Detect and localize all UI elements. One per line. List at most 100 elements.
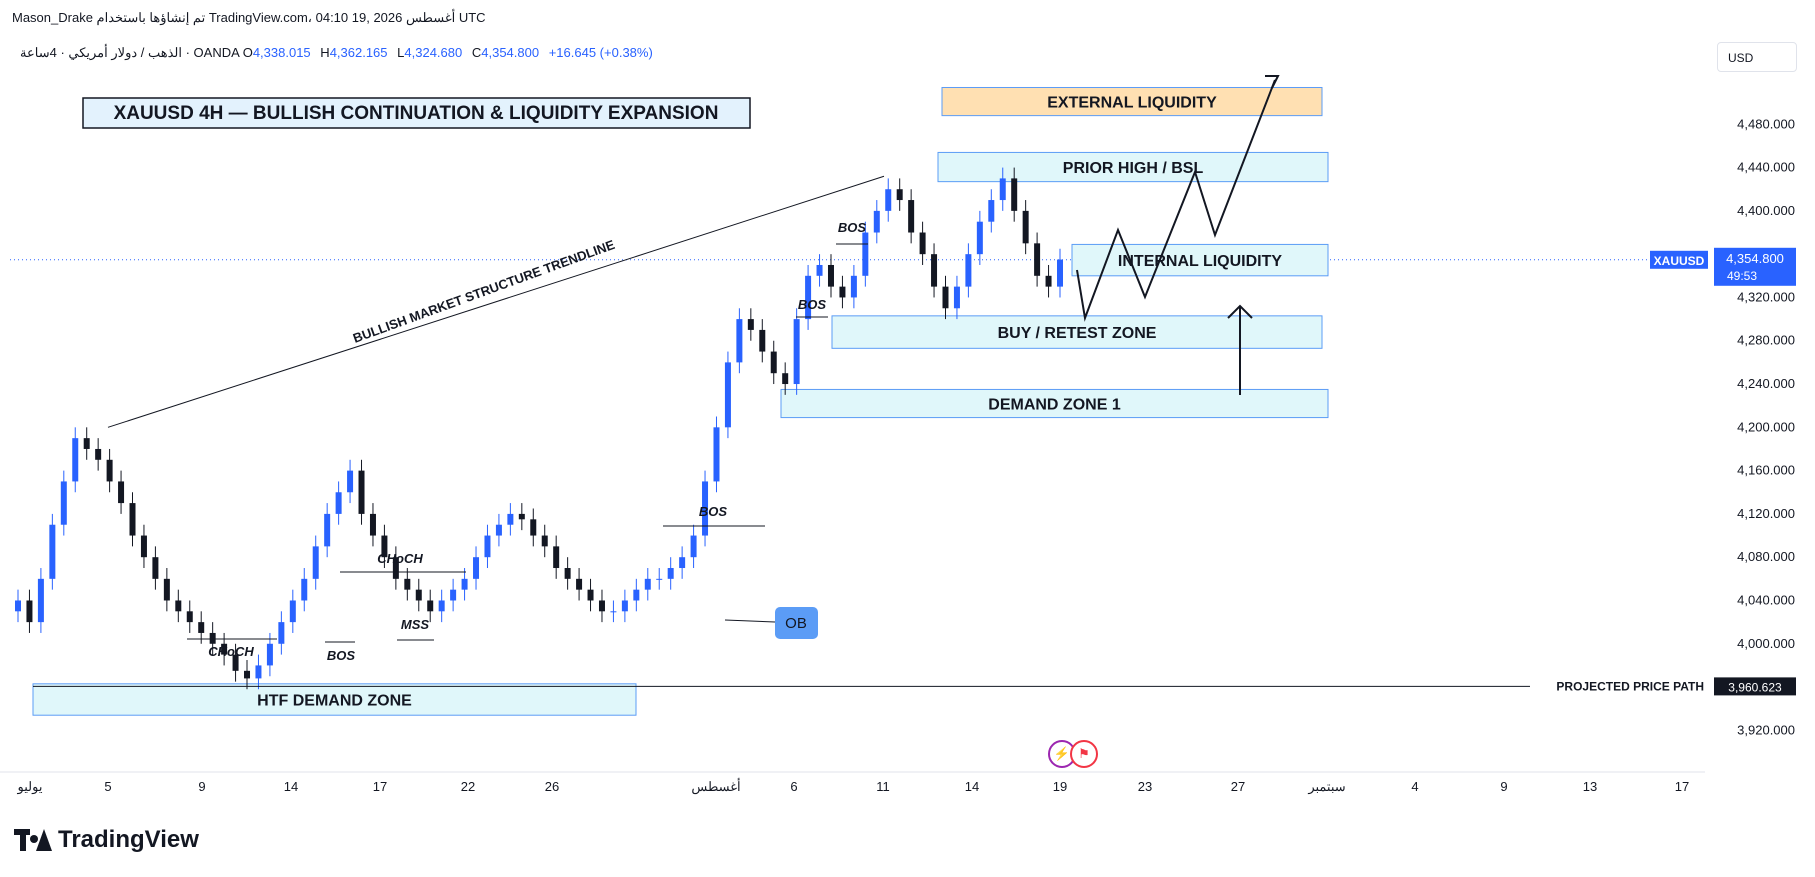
candle-body (919, 232, 926, 255)
y-tick-label: 4,400.000 (1737, 203, 1795, 218)
candle-body (1057, 259, 1063, 287)
low-value: 4,324.680 (404, 45, 463, 60)
candle-body (690, 535, 697, 558)
event-badges[interactable]: ⚡ ⚑ (1048, 740, 1098, 768)
x-tick-label: 5 (104, 779, 111, 794)
x-tick-label: 14 (965, 779, 979, 794)
x-tick-label: 4 (1411, 779, 1418, 794)
candle-body (633, 589, 640, 601)
candle-body (541, 535, 548, 547)
candle-body (564, 568, 571, 579)
candle-body (679, 557, 686, 569)
candle-body (1034, 243, 1041, 276)
candle-body (347, 470, 354, 493)
x-tick-label: 9 (198, 779, 205, 794)
y-tick-label: 4,480.000 (1737, 116, 1795, 131)
y-tick-label: 4,000.000 (1737, 636, 1795, 651)
chart-title-box (82, 97, 751, 129)
candle-body (976, 221, 983, 255)
x-tick-label: 14 (284, 779, 298, 794)
candle-body (450, 589, 457, 601)
flag-icon[interactable]: ⚑ (1070, 740, 1098, 768)
candle-body (358, 470, 365, 514)
candle-body (965, 254, 972, 287)
candle-body (392, 557, 399, 579)
zone-box (1071, 243, 1329, 277)
high-label: H (320, 45, 330, 60)
zone-label: EXTERNAL LIQUIDITY (1047, 95, 1217, 112)
structure-label: BOS (327, 648, 356, 663)
candle-body (289, 600, 296, 623)
candle-body (198, 622, 205, 633)
candle-body (644, 578, 651, 590)
candle-body (953, 286, 960, 309)
candle-body (255, 665, 262, 679)
candle-body (896, 189, 903, 201)
x-tick-label: أغسطس (691, 778, 740, 795)
candle-body (37, 578, 44, 623)
candle-body (26, 600, 33, 623)
candle-body (942, 286, 949, 309)
candle-body (312, 546, 319, 579)
projected-level-label: PROJECTED PRICE PATH (1556, 679, 1704, 693)
candle-body (553, 546, 560, 569)
candle-body (770, 351, 777, 374)
last-price-value: 4,354.800 (1726, 251, 1784, 266)
symbol-name[interactable]: الذهب / دولار أمريكي · 4ساعة · OANDA (20, 45, 240, 60)
x-tick-label: 17 (373, 779, 387, 794)
candle-body (49, 524, 56, 579)
x-tick-label: 9 (1500, 779, 1507, 794)
y-tick-label: 4,160.000 (1737, 463, 1795, 478)
y-tick-label: 4,040.000 (1737, 592, 1795, 607)
candle-body (793, 319, 800, 385)
projected-level-tag (1714, 677, 1796, 696)
currency-selector[interactable]: USD (1717, 42, 1797, 72)
trendline-label: BULLISH MARKET STRUCTURE TRENDLINE (351, 237, 617, 346)
candle-body (209, 632, 216, 644)
candle-body (782, 373, 789, 385)
chart-title: XAUUSD 4H — BULLISH CONTINUATION & LIQUI… (114, 103, 719, 124)
candle-body (747, 319, 754, 330)
candle-body (221, 643, 228, 655)
candle-body (988, 200, 995, 222)
zone-label: BUY / RETEST ZONE (998, 325, 1157, 342)
candle-body (15, 600, 21, 612)
structure-label: BOS (838, 220, 867, 235)
candle-body (576, 578, 583, 590)
change-value: +16.645 (+0.38%) (548, 45, 653, 60)
candle-body (186, 611, 193, 623)
candle-body (862, 232, 869, 276)
candle-body (106, 459, 113, 482)
candle-body (850, 275, 857, 298)
ohlc-legend: الذهب / دولار أمريكي · 4ساعة · OANDA O 4,… (20, 45, 653, 61)
candle-body (667, 568, 674, 579)
close-label: C (471, 45, 482, 60)
candle-body (931, 254, 938, 287)
y-tick-label: 4,280.000 (1737, 333, 1795, 348)
ob-marker (775, 607, 818, 639)
candle-body (759, 329, 766, 352)
open-label: O (242, 45, 253, 60)
last-price-tag (1714, 247, 1796, 286)
projected-path (1076, 79, 1276, 322)
candle-body (656, 578, 663, 580)
candle-body (118, 481, 125, 504)
x-tick-label: 13 (1583, 779, 1597, 794)
candle-body (805, 275, 812, 320)
candle-body (60, 481, 67, 525)
zone-box (780, 388, 1329, 419)
y-tick-label: 4,240.000 (1737, 376, 1795, 391)
symbol-tag-label: XAUUSD (1654, 254, 1705, 268)
structure-label: CHoCH (208, 644, 254, 659)
candle-body (415, 589, 422, 601)
candle-body (140, 535, 147, 558)
candle-body (152, 557, 159, 579)
candle-body (495, 524, 502, 536)
candle-body (587, 589, 594, 601)
tradingview-wordmark: TradingView (58, 826, 199, 853)
candle-body (1022, 210, 1029, 244)
candle-body (83, 438, 90, 449)
y-tick-label: 4,320.000 (1737, 289, 1795, 304)
x-tick-label: 22 (461, 779, 475, 794)
